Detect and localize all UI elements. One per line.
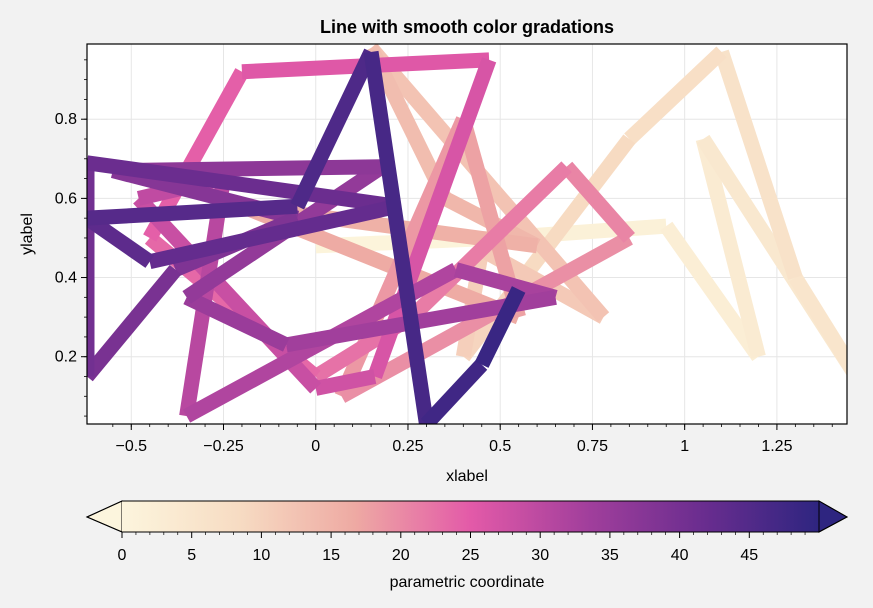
x-tick-label: 0.5 [489,438,511,455]
y-tick-label: 0.6 [55,190,77,207]
colorbar-tick-label: 5 [187,547,196,564]
colorbar-tick-label: 10 [253,547,271,564]
colorbar-tick-label: 20 [392,547,410,564]
line-segment [420,359,488,424]
line-segment [87,155,398,214]
line-segment [87,198,298,226]
line-segment [660,221,765,362]
line-segment [87,264,182,382]
colorbar-tick-label: 15 [322,547,340,564]
y-axis: 0.2 0.4 0.6 0.8 [55,59,87,417]
colorbar-tick-label: 0 [118,547,127,564]
colorbar: 0 5 10 15 20 25 30 35 40 45 [85,500,849,564]
line-segments [87,44,847,424]
line-segment [148,198,399,270]
colorbar-label: parametric coordinate [390,574,545,591]
colorbar-ticks: 0 5 10 15 20 25 30 35 40 45 [118,532,806,564]
x-tick-label: −0.25 [203,438,244,455]
x-tick-label: 1.25 [761,438,792,455]
colorbar-extend-high [818,500,849,533]
line-segment [695,137,766,359]
line-segment [363,50,434,424]
x-axis-label: xlabel [446,468,488,485]
x-tick-label: −0.5 [115,438,147,455]
line-segment [560,161,635,243]
colorbar-extend-low [85,500,123,533]
colorbar-tick-label: 30 [531,547,549,564]
colorbar-tick-label: 25 [462,547,480,564]
line-segment [290,48,378,210]
colorbar-body [122,501,819,532]
line-segment [183,290,290,352]
y-axis-label: ylabel [19,213,36,255]
x-tick-label: 0.75 [577,438,608,455]
y-tick-label: 0.2 [55,349,77,366]
x-axis: −0.5 −0.25 0 0.25 0.5 0.75 1 1.25 [112,424,833,455]
line-segment [788,273,847,375]
y-tick-label: 0.8 [55,111,77,128]
colorbar-tick-label: 45 [740,547,758,564]
axes-frame [86,43,848,425]
y-tick-label: 0.4 [55,270,77,287]
line-segment [87,212,154,268]
x-tick-label: 0.25 [392,438,423,455]
colorbar-tick-label: 35 [601,547,619,564]
line-segment [406,161,572,323]
line-segment [624,46,727,145]
chart-title: Line with smooth color gradations [320,17,614,37]
x-tick-label: 0 [311,438,320,455]
line-segment [314,369,377,396]
line-segment [714,49,803,280]
colorbar-tick-label: 40 [671,547,689,564]
line-segment [475,286,526,368]
x-tick-label: 1 [680,438,689,455]
